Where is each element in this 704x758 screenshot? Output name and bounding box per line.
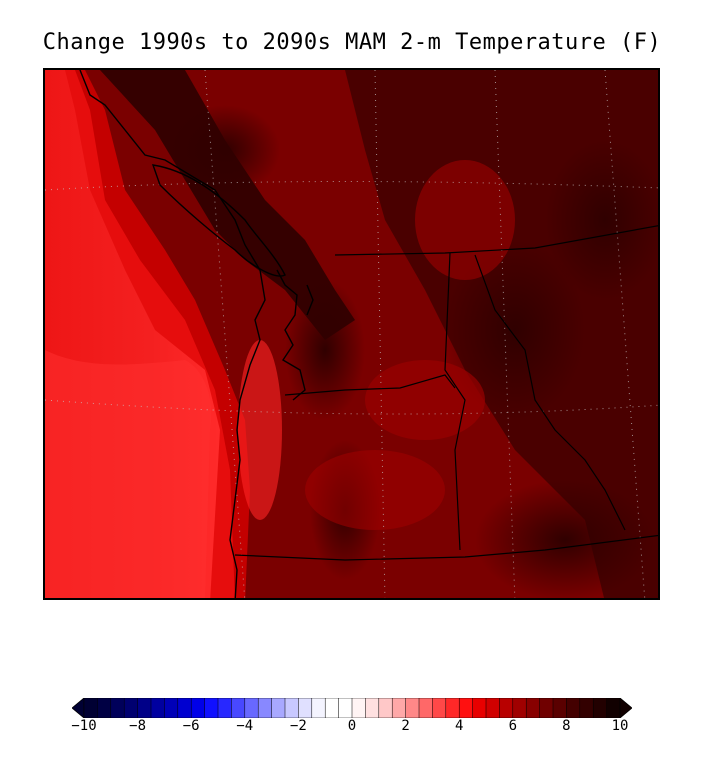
colorbar-swatch (164, 698, 179, 718)
colorbar-swatch (458, 698, 474, 718)
colorbar-swatch (150, 698, 165, 718)
colorbar-swatch (324, 698, 340, 718)
colorbar-swatch (110, 698, 125, 718)
colorbar-swatch (244, 698, 259, 718)
colorbar-swatch (391, 698, 407, 718)
colorbar-tick-label: −10 (71, 718, 97, 734)
colorbar-swatch (217, 698, 232, 718)
colorbar-swatch (365, 698, 380, 718)
colorbar-swatch (579, 698, 594, 718)
colorbar-swatch (284, 698, 299, 718)
state-borders (234, 225, 658, 561)
coast-range-dark (100, 70, 355, 340)
colorbar-high-arrow (619, 698, 632, 718)
high-terrain-a (170, 105, 280, 195)
rockies-far-north (545, 140, 658, 300)
colorbar-swatch (351, 698, 366, 718)
okanagan (415, 160, 515, 280)
colorbar-swatch (298, 698, 313, 718)
colorbar-swatch (512, 698, 527, 718)
colorbar-swatch (204, 698, 219, 718)
colorbar (72, 698, 632, 718)
colorbar-swatch (338, 698, 353, 718)
colorbar-swatch (418, 698, 433, 718)
colorbar-tick-label: 0 (347, 718, 357, 734)
colorbar-swatch (378, 698, 393, 718)
willamette-valley (238, 340, 282, 520)
colorbar-tick-label: 8 (562, 718, 571, 734)
colorbar-swatch (445, 698, 460, 718)
colorbar-tick-label: −2 (289, 718, 307, 734)
rockies-north (445, 240, 585, 420)
colorbar-low-arrow (72, 698, 85, 718)
colorbar-swatch (485, 698, 500, 718)
colorbar-tick-label: −4 (236, 718, 254, 734)
colorbar-tick-label: 6 (508, 718, 518, 734)
colorbar-swatch (405, 698, 420, 718)
colorbar-swatch (525, 698, 541, 718)
colorbar-swatch (177, 698, 192, 718)
colorbar-swatch (231, 698, 246, 718)
colorbar-swatch (432, 698, 447, 718)
colorbar-swatch (472, 698, 487, 718)
colorbar-swatch (606, 698, 621, 718)
cascades-north (285, 280, 365, 420)
colorbar-swatch (592, 698, 608, 718)
map-canvas (45, 70, 658, 598)
colorbar-swatch (123, 698, 139, 718)
colorbar-swatch (539, 698, 554, 718)
map-title: Change 1990s to 2090s MAM 2-m Temperatur… (42, 30, 662, 55)
colorbar-swatch (311, 698, 326, 718)
colorbar-tick-label: 2 (401, 718, 410, 734)
colorbar-swatch (83, 698, 98, 718)
colorbar-swatch (137, 698, 152, 718)
idaho-high (475, 480, 655, 598)
colorbar-tick-label: 10 (611, 718, 629, 734)
colorbar-swatch (190, 698, 206, 718)
offshore-warm-plume (45, 350, 212, 598)
colorbar-swatch (566, 698, 581, 718)
colorbar-swatch (499, 698, 514, 718)
colorbar-tick-label: 4 (454, 718, 464, 734)
colorbar-tick-label: −6 (182, 718, 200, 734)
graticule (45, 70, 658, 598)
colorbar-swatch (552, 698, 567, 718)
colorbar-tick-label: −8 (129, 718, 147, 734)
colorbar-swatch (97, 698, 112, 718)
colorbar-swatch (271, 698, 286, 718)
columbia-basin (365, 360, 485, 440)
central-oregon (305, 450, 445, 530)
colorbar-swatch (257, 698, 273, 718)
coastline (79, 70, 314, 598)
temperature-change-map (43, 68, 660, 600)
